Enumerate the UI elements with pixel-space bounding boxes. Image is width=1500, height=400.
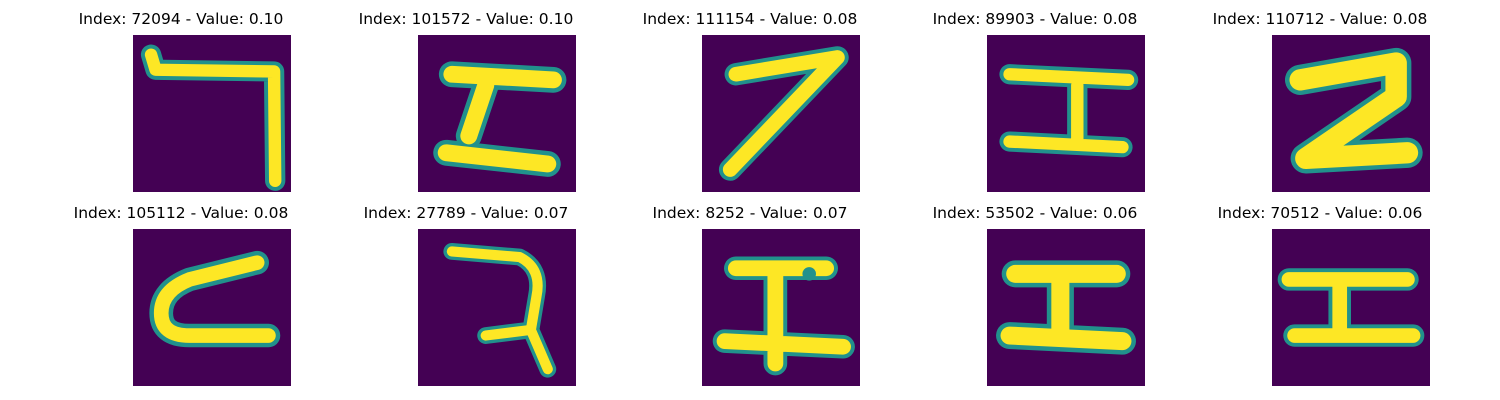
panel-title: Index: 105112 - Value: 0.08 bbox=[73, 204, 289, 222]
glyph-image bbox=[1272, 229, 1430, 386]
panel-1: Index: 72094 - Value: 0.10 bbox=[31, 0, 331, 192]
panel-title: Index: 53502 - Value: 0.06 bbox=[932, 204, 1138, 222]
panel-title: Index: 70512 - Value: 0.06 bbox=[1217, 204, 1423, 222]
panel-title: Index: 72094 - Value: 0.10 bbox=[78, 10, 284, 28]
glyph-image bbox=[987, 229, 1145, 386]
glyph-image bbox=[418, 229, 576, 386]
panel-5: Index: 110712 - Value: 0.08 bbox=[1170, 0, 1470, 192]
panel-4: Index: 89903 - Value: 0.08 bbox=[885, 0, 1185, 192]
panel-title: Index: 101572 - Value: 0.10 bbox=[358, 10, 574, 28]
glyph-image bbox=[1272, 35, 1430, 192]
glyph-image bbox=[133, 229, 291, 386]
panel-7: Index: 27789 - Value: 0.07 bbox=[316, 194, 616, 386]
panel-10: Index: 70512 - Value: 0.06 bbox=[1170, 194, 1470, 386]
glyph-image bbox=[702, 35, 860, 192]
glyph-image bbox=[418, 35, 576, 192]
panel-6: Index: 105112 - Value: 0.08 bbox=[31, 194, 331, 386]
panel-8: Index: 8252 - Value: 0.07 bbox=[600, 194, 900, 386]
panel-9: Index: 53502 - Value: 0.06 bbox=[885, 194, 1185, 386]
panel-3: Index: 111154 - Value: 0.08 bbox=[600, 0, 900, 192]
panel-title: Index: 27789 - Value: 0.07 bbox=[363, 204, 569, 222]
panel-2: Index: 101572 - Value: 0.10 bbox=[316, 0, 616, 192]
panel-title: Index: 89903 - Value: 0.08 bbox=[932, 10, 1138, 28]
glyph-image bbox=[987, 35, 1145, 192]
glyph-image bbox=[702, 229, 860, 386]
panel-title: Index: 111154 - Value: 0.08 bbox=[642, 10, 858, 28]
panel-title: Index: 8252 - Value: 0.07 bbox=[652, 204, 848, 222]
glyph-image bbox=[133, 35, 291, 192]
panel-title: Index: 110712 - Value: 0.08 bbox=[1212, 10, 1428, 28]
